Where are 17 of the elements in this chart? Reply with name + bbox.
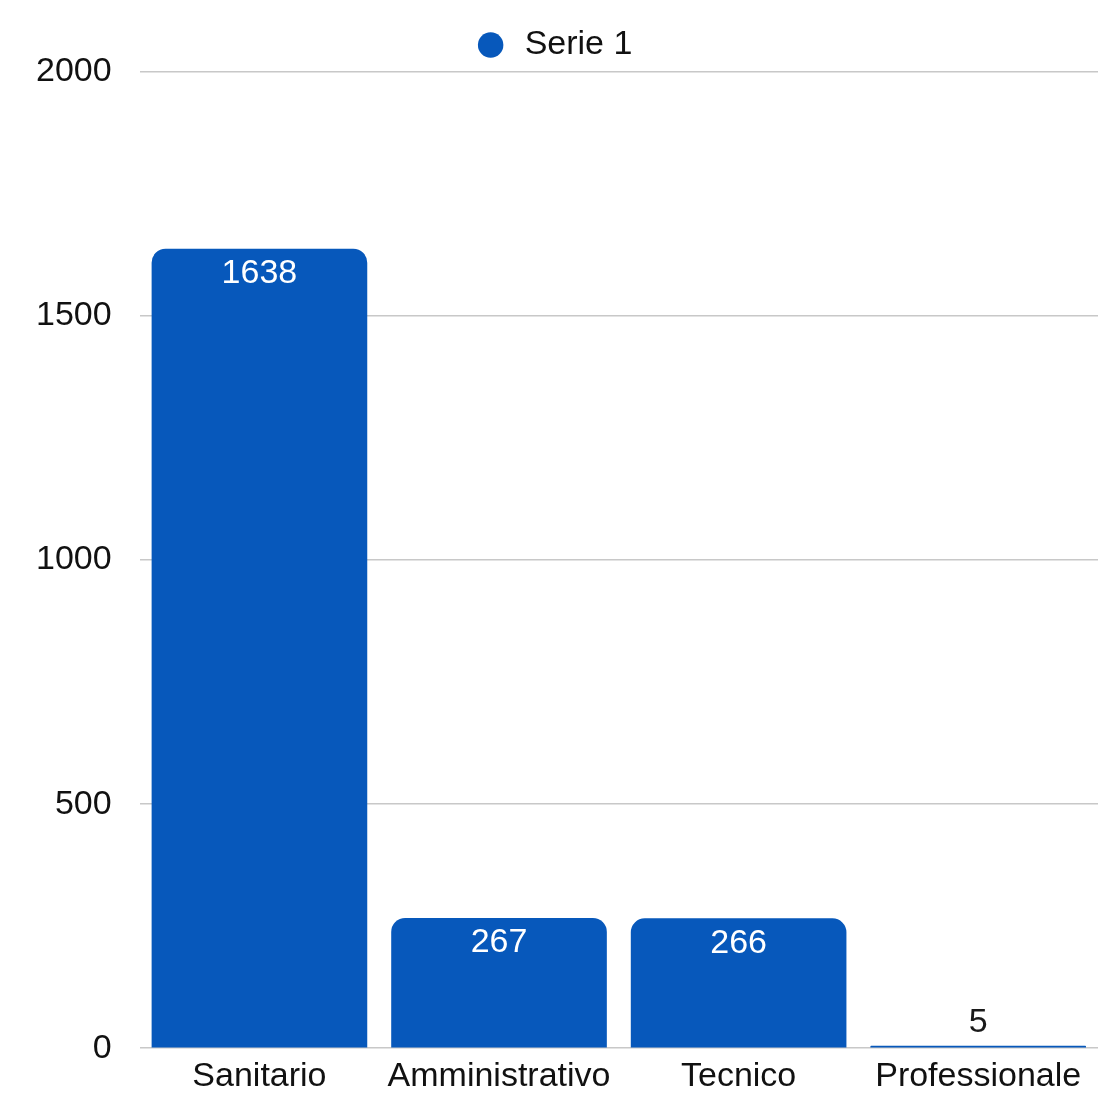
x-tick-label: Amministrativo <box>387 1054 611 1093</box>
legend-label: Serie 1 <box>524 23 633 62</box>
bar <box>391 917 607 1048</box>
x-tick-label: Professionale <box>875 1054 1082 1093</box>
bar <box>630 918 847 1048</box>
x-tick-label: Tecnico <box>680 1054 797 1093</box>
y-tick-label: 2000 <box>36 50 112 89</box>
y-tick-label: 1500 <box>36 294 112 333</box>
data-label: 266 <box>710 921 767 960</box>
y-tick-label: 500 <box>54 782 112 821</box>
x-tick-label: Sanitario <box>192 1054 327 1093</box>
data-label: 5 <box>968 1001 988 1040</box>
y-tick-label: 1000 <box>36 538 112 577</box>
bar <box>151 248 368 1048</box>
y-tick-label: 0 <box>92 1026 112 1065</box>
data-label: 267 <box>470 921 528 960</box>
data-label: 1638 <box>221 252 298 291</box>
